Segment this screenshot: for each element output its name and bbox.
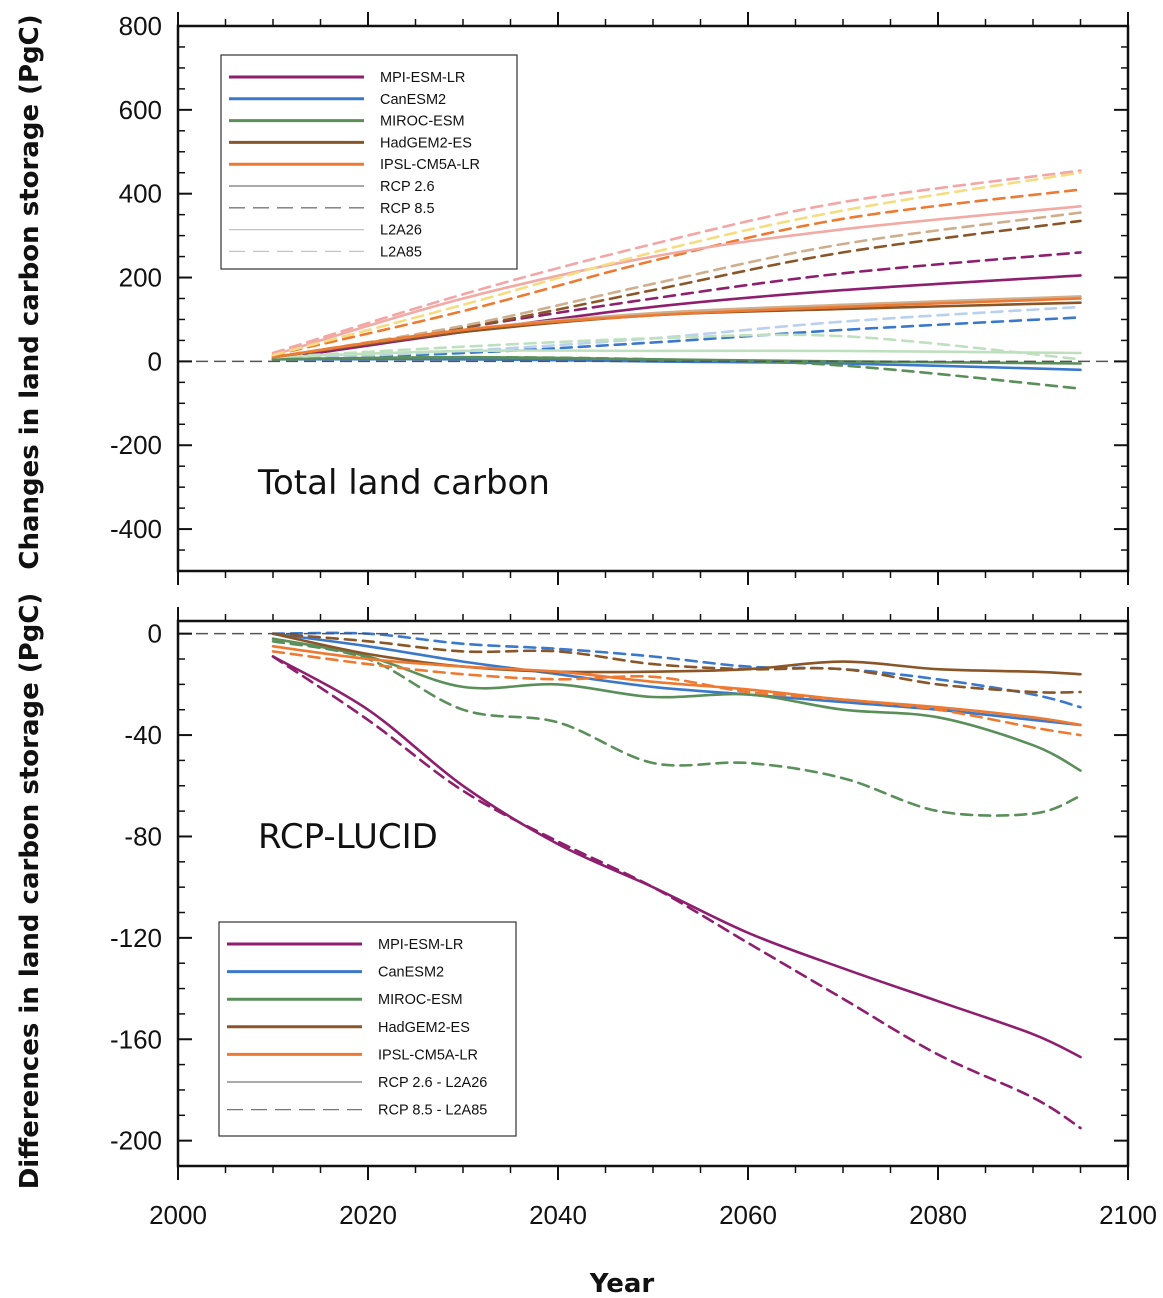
series-line-hadgem2-es-rcp-8-5-l2a85-7 <box>271 632 1082 694</box>
y-tick-label: -80 <box>124 821 162 851</box>
series-line-canesm2-rcp-8-5-3 <box>271 316 1082 361</box>
y-tick-label: 0 <box>148 619 162 649</box>
legend-label-canesm2: CanESM2 <box>378 965 444 981</box>
bottom-panel-y-axis-title: Differences in land carbon storage (PgC) <box>15 593 45 1190</box>
legend-box <box>220 54 518 270</box>
x-tick-label: 2020 <box>339 1200 397 1230</box>
series-line-miroc-esm-rcp-8-5-l2a85-5 <box>271 640 1082 817</box>
y-tick-label: -200 <box>110 1126 162 1156</box>
series-line-miroc-esm-rcp-2-6-l2a26-4 <box>271 637 1082 772</box>
top-panel-title: Total land carbon <box>257 463 550 503</box>
y-tick-label: -120 <box>110 923 162 953</box>
series-line-mpi-esm-lr-rcp-8-5-l2a85-1 <box>271 655 1082 1130</box>
y-tick-label: -160 <box>110 1024 162 1054</box>
legend-label-miroc-esm: MIROC-ESM <box>380 114 465 130</box>
top-panel-y-axis-title: Changes in land carbon storage (PgC) <box>15 14 45 569</box>
series-line-ipsl-cm5a-lr-l2a85-16 <box>271 169 1082 355</box>
series-line-miroc-esm-l2a26-7 <box>271 349 1082 359</box>
series-line-canesm2-rcp-8-5-l2a85-3 <box>271 631 1082 709</box>
bottom-panel: -200 -160 -120 -80 -40 0 2000 2020 2040 2060 2080 2… <box>15 593 1157 1298</box>
top-panel-ticks: -400 -200 0 200 400 600 800 <box>110 11 1129 585</box>
x-tick-label: 2060 <box>719 1200 777 1230</box>
legend-label-l2a85: L2A85 <box>380 244 422 260</box>
x-tick-label: 2040 <box>529 1200 587 1230</box>
legend-label-miroc-esm: MIROC-ESM <box>378 992 463 1008</box>
legend-label-hadgem2-es: HadGEM2-ES <box>380 135 472 151</box>
bottom-panel-title: RCP-LUCID <box>258 817 438 857</box>
y-tick-label: -200 <box>110 430 162 460</box>
series-line-hadgem2-es-rcp-2-6-l2a26-6 <box>271 632 1082 676</box>
legend-label-ipsl-cm5a-lr: IPSL-CM5A-LR <box>380 157 480 173</box>
legend-label-mpi-esm-lr: MPI-ESM-LR <box>380 70 465 86</box>
top-panel-legend: MPI-ESM-LR CanESM2 MIROC-ESM HadGEM2-ES IPSL… <box>220 54 518 270</box>
legend-label-ipsl-cm5a-lr: IPSL-CM5A-LR <box>378 1047 478 1063</box>
series-line-ipsl-cm5a-lr-rcp-8-5-l2a85-9 <box>271 650 1082 737</box>
legend-label-l2a26: L2A26 <box>380 223 422 239</box>
y-tick-label: 600 <box>119 95 162 125</box>
series-line-ipsl-cm5a-lr-l2a26-15 <box>271 205 1082 357</box>
legend-label-rcp-8-5: RCP 8.5 <box>380 201 435 217</box>
bottom-panel-series <box>271 631 1082 1130</box>
x-tick-label: 2100 <box>1099 1200 1157 1230</box>
series-line-canesm2-rcp-2-6-l2a26-2 <box>271 632 1082 727</box>
legend-label-rcp-8-5-l2a85: RCP 8.5 - L2A85 <box>378 1103 487 1119</box>
legend-label-canesm2: CanESM2 <box>380 92 446 108</box>
legend-label-mpi-esm-lr: MPI-ESM-LR <box>378 937 463 953</box>
y-tick-label: 0 <box>148 346 162 376</box>
bottom-panel-ticks: -200 -160 -120 -80 -40 0 2000 2020 2040 2060 2080 2… <box>110 607 1157 1230</box>
x-tick-label: 2000 <box>149 1200 207 1230</box>
series-line-mpi-esm-lr-rcp-2-6-l2a26-0 <box>271 655 1082 1059</box>
top-panel-series <box>271 169 1082 390</box>
x-tick-label: 2080 <box>909 1200 967 1230</box>
bottom-panel-legend: MPI-ESM-LR CanESM2 MIROC-ESM HadGEM2-ES IPSL… <box>218 921 517 1137</box>
series-line-ipsl-cm5a-lr-l2a85-17 <box>271 171 1082 357</box>
y-tick-label: -40 <box>124 720 162 750</box>
y-tick-label: 800 <box>119 11 162 41</box>
y-tick-label: -400 <box>110 514 162 544</box>
series-line-miroc-esm-l2a85-8 <box>271 333 1082 361</box>
legend-label-hadgem2-es: HadGEM2-ES <box>378 1020 470 1036</box>
legend-label-rcp-2-6-l2a26: RCP 2.6 - L2A26 <box>378 1075 487 1091</box>
series-line-miroc-esm-rcp-8-5-6 <box>271 355 1082 390</box>
series-line-ipsl-cm5a-lr-rcp-2-6-l2a26-8 <box>271 645 1082 727</box>
series-line-ipsl-cm5a-lr-rcp-8-5-14 <box>271 188 1082 357</box>
legend-box <box>218 921 517 1137</box>
series-line-ipsl-cm5a-lr-rcp-2-6-13 <box>271 297 1082 359</box>
y-tick-label: 400 <box>119 179 162 209</box>
legend-label-rcp-2-6: RCP 2.6 <box>380 179 435 195</box>
x-axis-title: Year <box>589 1269 655 1298</box>
y-tick-label: 200 <box>119 263 162 293</box>
